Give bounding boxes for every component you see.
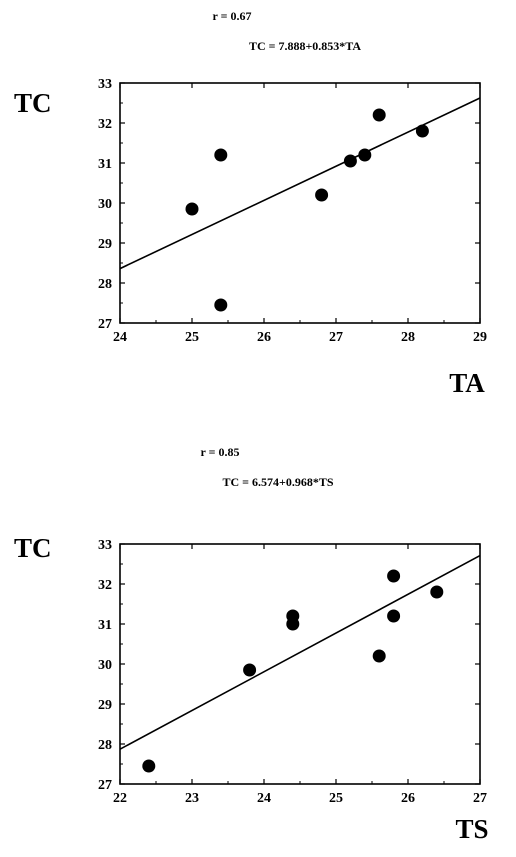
y-tick-label: 30 bbox=[98, 197, 112, 212]
y-tick-label: 30 bbox=[98, 658, 112, 673]
x-tick-label: 24 bbox=[113, 330, 127, 345]
data-point bbox=[214, 298, 228, 312]
r-value-label: r = 0.85 bbox=[201, 445, 240, 459]
x-tick-label: 28 bbox=[401, 330, 415, 345]
data-point bbox=[372, 108, 386, 122]
x-tick-label: 24 bbox=[257, 791, 271, 806]
data-point bbox=[387, 569, 401, 583]
y-tick-label: 32 bbox=[98, 578, 112, 593]
x-tick-label: 25 bbox=[185, 330, 199, 345]
y-tick-label: 31 bbox=[98, 618, 112, 633]
x-axis-label: TA bbox=[449, 368, 485, 398]
data-point bbox=[430, 585, 444, 599]
x-tick-label: 29 bbox=[473, 330, 487, 345]
y-tick-label: 29 bbox=[98, 237, 112, 252]
data-point bbox=[387, 609, 401, 623]
data-point bbox=[343, 154, 357, 168]
data-point bbox=[185, 202, 199, 216]
y-tick-label: 29 bbox=[98, 698, 112, 713]
scatter-chart-ta: r = 0.67 TC = 7.888+0.853*TA TC TA 24 25 2… bbox=[14, 9, 487, 398]
data-point bbox=[286, 617, 300, 631]
regression-equation: TC = 7.888+0.853*TA bbox=[249, 39, 361, 53]
data-point bbox=[358, 148, 372, 162]
x-tick-label: 27 bbox=[473, 791, 487, 806]
plot-frame bbox=[119, 82, 481, 324]
x-tick-label: 26 bbox=[401, 791, 415, 806]
chart-panel-ta: r = 0.67 TC = 7.888+0.853*TA TC TA 24 25 2… bbox=[0, 0, 516, 420]
x-axis-label: TS bbox=[455, 814, 488, 844]
y-tick-label: 33 bbox=[98, 77, 112, 92]
data-point bbox=[243, 663, 257, 677]
x-tick-label: 22 bbox=[113, 791, 127, 806]
y-tick-label: 27 bbox=[98, 317, 112, 332]
regression-line bbox=[119, 554, 481, 750]
plot-frame bbox=[119, 543, 481, 785]
y-axis-label: TC bbox=[14, 533, 52, 563]
y-tick-label: 33 bbox=[98, 538, 112, 553]
x-tick-label: 23 bbox=[185, 791, 199, 806]
data-point bbox=[315, 188, 329, 202]
regression-equation: TC = 6.574+0.968*TS bbox=[222, 475, 333, 489]
data-point bbox=[214, 148, 228, 162]
data-point bbox=[142, 759, 156, 773]
y-tick-label: 28 bbox=[98, 277, 112, 292]
r-value-label: r = 0.67 bbox=[213, 9, 252, 23]
chart-panel-ts: r = 0.85 TC = 6.574+0.968*TS TC TS 22 23 2… bbox=[0, 430, 516, 857]
x-tick-label: 25 bbox=[329, 791, 343, 806]
plot-area: 22 23 24 25 26 27 27 28 29 30 31 32 33 bbox=[98, 538, 487, 806]
data-point bbox=[372, 649, 386, 663]
y-tick-label: 28 bbox=[98, 738, 112, 753]
regression-line bbox=[119, 97, 481, 270]
y-tick-label: 32 bbox=[98, 117, 112, 132]
data-point bbox=[415, 124, 429, 138]
scatter-chart-ts: r = 0.85 TC = 6.574+0.968*TS TC TS 22 23 2… bbox=[14, 445, 489, 844]
plot-area: 24 25 26 27 28 29 27 28 29 30 31 32 33 bbox=[98, 77, 487, 345]
y-axis-label: TC bbox=[14, 88, 52, 118]
y-tick-label: 31 bbox=[98, 157, 112, 172]
x-tick-label: 26 bbox=[257, 330, 271, 345]
y-tick-label: 27 bbox=[98, 778, 112, 793]
x-tick-label: 27 bbox=[329, 330, 343, 345]
